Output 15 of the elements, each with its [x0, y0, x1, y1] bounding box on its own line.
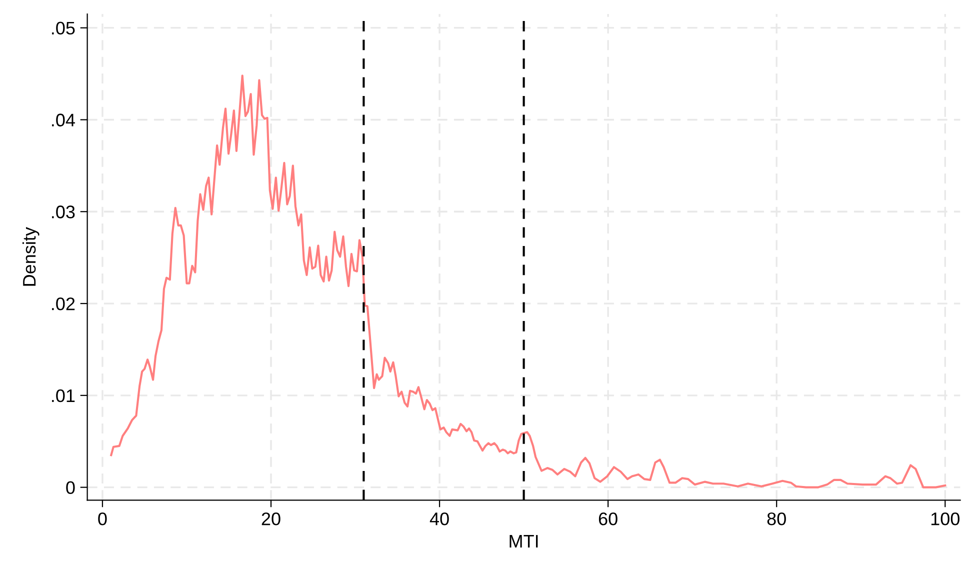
y-tick-label: 0 — [66, 481, 75, 494]
x-tick-label: 20 — [262, 512, 280, 526]
x-tick-label: 100 — [931, 512, 960, 526]
y-tick-label: .03 — [52, 206, 75, 218]
y-tick-label: .05 — [52, 22, 75, 35]
y-tick-label: .02 — [52, 297, 75, 310]
line-series — [110, 74, 946, 488]
y-axis-title: Density — [22, 227, 40, 286]
y-tick-label: .01 — [52, 389, 75, 402]
x-tick-label: 0 — [98, 512, 107, 526]
x-tick-label: 40 — [430, 512, 449, 526]
y-tick-label: .04 — [52, 114, 75, 126]
x-tick-label: 80 — [767, 512, 786, 526]
x-axis-title: MTI — [510, 535, 538, 548]
x-tick-label: 60 — [598, 512, 618, 526]
